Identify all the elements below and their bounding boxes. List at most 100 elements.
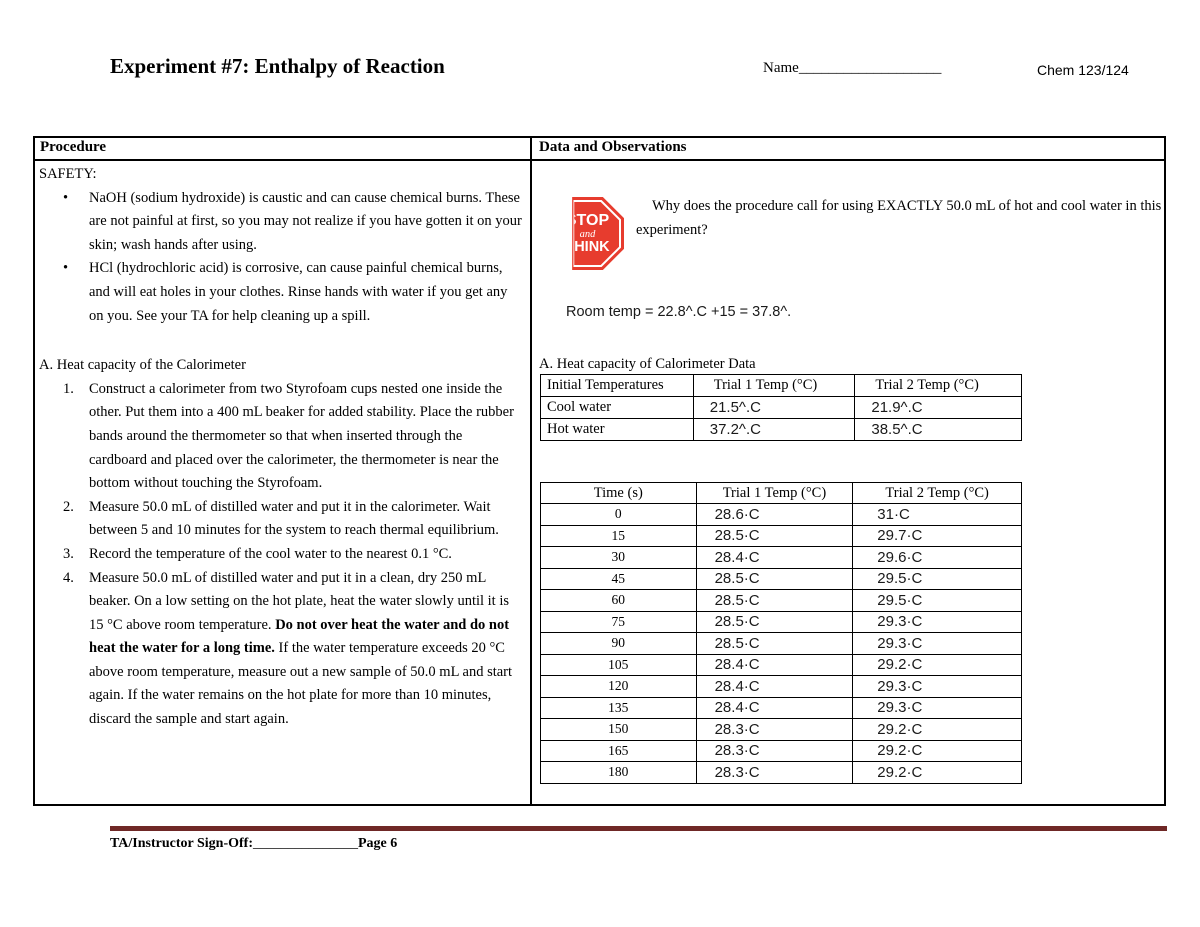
table-a-title: A. Heat capacity of Calorimeter Data — [539, 356, 756, 372]
table-row: 105 28.4·C 29.2·C — [540, 653, 1022, 676]
table-row: Cool water 21.5^.C 21.9^.C — [540, 396, 1022, 419]
initial-temperatures-table: Initial Temperatures Trial 1 Temp (°C) T… — [540, 374, 1022, 441]
trial2-value: 21.9^.C — [854, 396, 1022, 419]
trial1-value: 28.3·C — [695, 739, 854, 762]
trial2-value: 29.3·C — [852, 632, 1022, 655]
trial1-value: 28.5·C — [695, 567, 854, 590]
procedure-column-header: Procedure — [35, 138, 532, 161]
time-value: 120 — [540, 675, 697, 698]
trial1-value: 28.5·C — [695, 589, 854, 612]
column-header: Trial 1 Temp (°C) — [695, 482, 854, 504]
data-column-header: Data and Observations — [532, 138, 1164, 161]
step-number: 3. — [63, 545, 74, 562]
stop-word: STOP — [565, 211, 610, 229]
trial1-value: 37.2^.C — [692, 418, 856, 441]
trial2-value: 29.2·C — [852, 653, 1022, 676]
column-header: Trial 2 Temp (°C) — [852, 482, 1022, 504]
course-code: Chem 123/124 — [1037, 62, 1129, 78]
procedure-step: 1. Construct a calorimeter from two Styr… — [39, 378, 522, 496]
procedure-cell: SAFETY: • NaOH (sodium hydroxide) is cau… — [35, 161, 532, 804]
step-number: 4. — [63, 569, 74, 586]
trial1-value: 28.3·C — [695, 761, 854, 784]
time-value: 60 — [540, 589, 697, 612]
column-header: Trial 2 Temp (°C) — [854, 374, 1022, 397]
main-table: Procedure Data and Observations SAFETY: … — [33, 136, 1166, 806]
step-text: Record the temperature of the cool water… — [89, 545, 452, 562]
table-row: 90 28.5·C 29.3·C — [540, 632, 1022, 655]
time-value: 30 — [540, 546, 697, 569]
time-value: 0 — [540, 503, 697, 526]
signoff-blank-line: _______________ — [252, 836, 358, 851]
time-value: 165 — [540, 739, 697, 762]
signoff-line: TA/Instructor Sign-Off:_______________Pa… — [110, 836, 397, 852]
trial1-value: 28.5·C — [695, 632, 854, 655]
safety-bullet-text: HCl (hydrochloric acid) is corrosive, ca… — [89, 260, 508, 324]
trial1-value: 21.5^.C — [692, 396, 856, 419]
stop-think-question: Why does the procedure call for using EX… — [636, 198, 1162, 238]
step-text: Construct a calorimeter from two Styrofo… — [89, 380, 514, 492]
trial2-value: 29.7·C — [852, 524, 1022, 547]
step-text-normal: If the water temperature exceeds 20 °C a… — [89, 640, 513, 728]
step-number: 1. — [63, 380, 74, 397]
trial2-value: 29.6·C — [852, 546, 1022, 569]
time-value: 90 — [540, 632, 697, 655]
time-value: 150 — [540, 718, 697, 741]
table-row: Hot water 37.2^.C 38.5^.C — [540, 418, 1022, 441]
page-number: Page 6 — [357, 836, 398, 851]
row-label: Cool water — [540, 396, 694, 419]
time-value: 15 — [540, 524, 697, 547]
column-header: Trial 1 Temp (°C) — [692, 374, 856, 397]
time-value: 180 — [540, 761, 697, 784]
trial2-value: 29.2·C — [852, 739, 1022, 762]
safety-label: SAFETY: — [39, 166, 97, 182]
procedure-step: 2. Measure 50.0 mL of distilled water an… — [39, 496, 522, 543]
trial2-value: 29.3·C — [852, 675, 1022, 698]
name-blank-line: ___________________ — [798, 60, 942, 76]
table-row: Initial Temperatures Trial 1 Temp (°C) T… — [540, 374, 1022, 397]
table-row: 0 28.6·C 31·C — [540, 503, 1022, 526]
trial2-value: 29.3·C — [852, 610, 1022, 633]
step-text-normal: Measure 50.0 mL of distilled water and p… — [89, 569, 510, 633]
table-row: 165 28.3·C 29.2·C — [540, 739, 1022, 762]
trial1-value: 28.4·C — [695, 675, 854, 698]
row-label: Hot water — [540, 418, 694, 441]
trial1-value: 28.5·C — [695, 610, 854, 633]
bullet-icon: • — [63, 260, 69, 277]
section-a-title: A. Heat capacity of the Calorimeter — [39, 357, 246, 374]
name-field: Name___________________ — [763, 60, 941, 77]
procedure-step: 3. Record the temperature of the cool wa… — [39, 543, 522, 567]
trial2-value: 29.2·C — [852, 718, 1022, 741]
safety-bullet: • HCl (hydrochloric acid) is corrosive, … — [39, 257, 522, 328]
trial1-value: 28.3·C — [695, 718, 854, 741]
table-row: Time (s) Trial 1 Temp (°C) Trial 2 Temp … — [540, 482, 1022, 504]
trial2-value: 29.5·C — [852, 567, 1022, 590]
name-label: Name — [763, 60, 799, 76]
time-value: 45 — [540, 567, 697, 590]
time-value: 75 — [540, 610, 697, 633]
and-word: and — [579, 228, 596, 240]
signoff-label: TA/Instructor Sign-Off: — [110, 836, 253, 851]
trial2-value: 29.2·C — [852, 761, 1022, 784]
table-row: 75 28.5·C 29.3·C — [540, 610, 1022, 633]
trial2-value: 38.5^.C — [854, 418, 1022, 441]
table-row: 150 28.3·C 29.2·C — [540, 718, 1022, 741]
table-row: 135 28.4·C 29.3·C — [540, 696, 1022, 719]
think-word: THINK — [565, 238, 610, 255]
time-value: 135 — [540, 696, 697, 719]
table-row: 60 28.5·C 29.5·C — [540, 589, 1022, 612]
trial2-value: 29.5·C — [852, 589, 1022, 612]
trial2-value: 31·C — [852, 503, 1022, 526]
step-text-bold-warning: Do not over heat the water and do not he… — [89, 616, 510, 657]
safety-bullet: • NaOH (sodium hydroxide) is caustic and… — [39, 187, 522, 258]
trial1-value: 28.5·C — [695, 524, 854, 547]
stop-octagon-face: STOP and THINK — [565, 202, 619, 265]
column-header: Initial Temperatures — [540, 374, 694, 397]
trial1-value: 28.4·C — [695, 696, 854, 719]
trial1-value: 28.6·C — [695, 503, 854, 526]
room-temp-note: Room temp = 22.8^.C +15 = 37.8^. — [566, 304, 792, 320]
table-row: 15 28.5·C 29.7·C — [540, 524, 1022, 547]
time-value: 105 — [540, 653, 697, 676]
step-text: Measure 50.0 mL of distilled water and p… — [89, 567, 522, 732]
table-row: 45 28.5·C 29.5·C — [540, 567, 1022, 590]
